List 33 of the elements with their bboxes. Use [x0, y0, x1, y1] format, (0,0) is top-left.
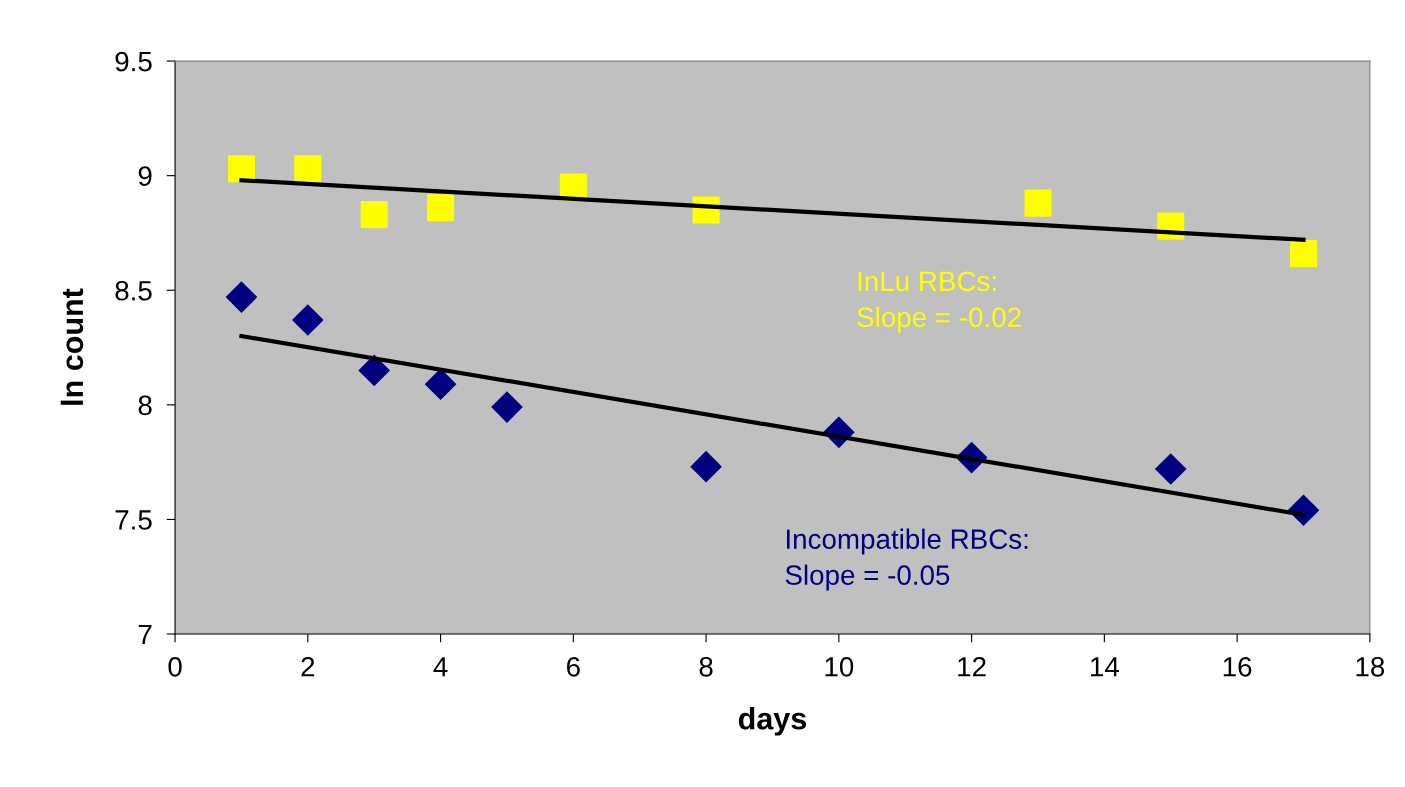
- x-tick-label: 10: [825, 656, 854, 677]
- annotation: Incompatible RBCs: Slope = -0.05: [785, 528, 1028, 591]
- point: [1289, 240, 1318, 268]
- annotation: InLu RBCs: Slope = -0.02: [857, 271, 1021, 333]
- x-tick-label: 18: [1356, 656, 1385, 677]
- point: [360, 201, 388, 229]
- point: [294, 155, 322, 183]
- x-tick-label: 6: [567, 656, 580, 677]
- x-tick-label: 12: [958, 656, 986, 677]
- x-axis-title: days: [738, 707, 807, 736]
- point: [225, 281, 258, 313]
- point: [491, 391, 523, 423]
- x-tick-label: 0: [168, 656, 182, 677]
- x-tick-label: 14: [1091, 657, 1119, 677]
- x-tick-label: 4: [433, 657, 448, 677]
- point: [358, 354, 391, 387]
- point: [424, 368, 457, 401]
- x-tick-label: 2: [301, 656, 315, 677]
- y-tick-label: 9.5: [115, 51, 152, 72]
- y-tick-label: 7.5: [115, 510, 152, 530]
- y-tick-label: 8: [138, 395, 152, 416]
- point: [1154, 453, 1187, 485]
- y-axis-title: ln count: [60, 288, 84, 405]
- point: [1024, 189, 1052, 217]
- point: [427, 194, 455, 222]
- x-tick-label: 8: [699, 656, 713, 677]
- point: [227, 155, 255, 183]
- y-tick-label: 9: [138, 166, 152, 186]
- x-tick-label: 16: [1223, 656, 1252, 677]
- y-tick-label: 7: [138, 624, 152, 645]
- point: [690, 450, 722, 483]
- point: [291, 304, 324, 336]
- y-tick-label: 8.5: [115, 280, 152, 301]
